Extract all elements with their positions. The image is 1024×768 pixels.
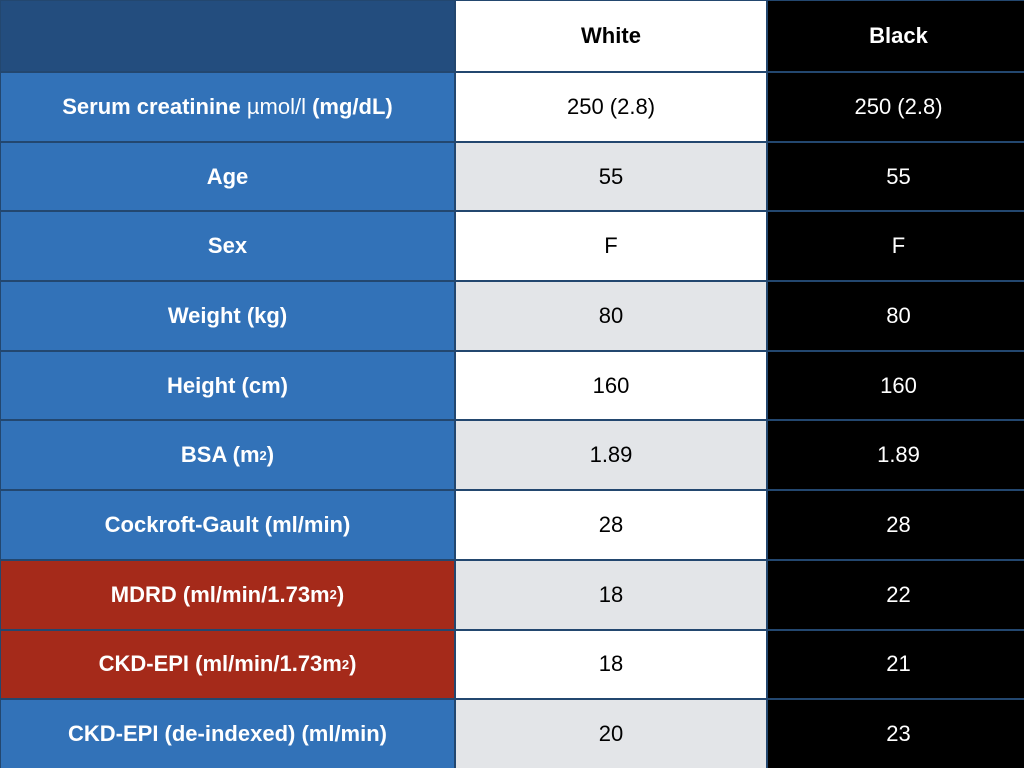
- table-cell-black-weight: 80: [768, 282, 1024, 350]
- table-cell-black-ckd-epi: 21: [768, 630, 1024, 699]
- row-label-superscript: 2: [329, 587, 337, 603]
- table-cell-black-cockroft-gault: 28: [768, 491, 1024, 559]
- row-label-superscript: 2: [259, 447, 267, 463]
- table-cell-black-serum-creatinine: 250 (2.8): [768, 73, 1024, 141]
- row-label-cockroft-gault: Cockroft-Gault (ml/min): [1, 491, 454, 559]
- row-label-unit: µmol/l: [246, 93, 306, 119]
- table-cell-white-height: 160: [456, 351, 766, 420]
- table-cell-white-weight: 80: [456, 282, 766, 350]
- table-corner-cell: [1, 1, 454, 71]
- column-header-white: White: [456, 1, 766, 71]
- table-cell-black-mdrd: 22: [768, 560, 1024, 629]
- table-cell-white-bsa: 1.89: [456, 421, 766, 490]
- row-label-ckd-epi: CKD-EPI (ml/min/1.73m 2): [1, 630, 454, 699]
- table-cell-white-sex: F: [456, 212, 766, 281]
- row-label-serum-creatinine: Serum creatinine µmol/l (mg/dL): [1, 73, 454, 141]
- row-label-pre: CKD-EPI (ml/min/1.73m: [98, 651, 342, 677]
- row-label-height: Height (cm): [1, 351, 454, 420]
- row-label-post: ): [266, 442, 275, 468]
- table-cell-white-ckd-epi: 18: [456, 630, 766, 699]
- table-cell-black-ckd-epi-de-indexed: 23: [768, 700, 1024, 768]
- table-cell-white-ckd-epi-de-indexed: 20: [456, 700, 766, 768]
- row-label-superscript: 2: [341, 656, 350, 672]
- row-label-post: ): [349, 651, 357, 677]
- row-label-post: ): [336, 581, 345, 607]
- table-cell-black-height: 160: [768, 351, 1024, 420]
- row-label-tail: (mg/dL): [312, 93, 393, 119]
- row-label-ckd-epi-de-indexed: CKD-EPI (de-indexed) (ml/min): [1, 700, 454, 768]
- row-label-sex: Sex: [1, 212, 454, 281]
- table-cell-black-bsa: 1.89: [768, 421, 1024, 490]
- row-label-pre: BSA (m: [180, 442, 260, 468]
- table-cell-white-age: 55: [456, 142, 766, 211]
- row-label-weight: Weight (kg): [1, 282, 454, 350]
- table-cell-black-age: 55: [768, 142, 1024, 211]
- table-cell-white-serum-creatinine: 250 (2.8): [456, 73, 766, 141]
- table-cell-black-sex: F: [768, 212, 1024, 281]
- row-label-bold: Serum creatinine: [62, 93, 241, 119]
- row-label-age: Age: [1, 142, 454, 211]
- table-cell-white-cockroft-gault: 28: [456, 491, 766, 559]
- column-header-black: Black: [768, 1, 1024, 71]
- row-label-bsa: BSA (m 2): [1, 421, 454, 490]
- table-cell-white-mdrd: 18: [456, 560, 766, 629]
- row-label-pre: MDRD (ml/min/1.73m: [110, 581, 330, 607]
- row-label-mdrd: MDRD (ml/min/1.73m 2): [1, 560, 454, 629]
